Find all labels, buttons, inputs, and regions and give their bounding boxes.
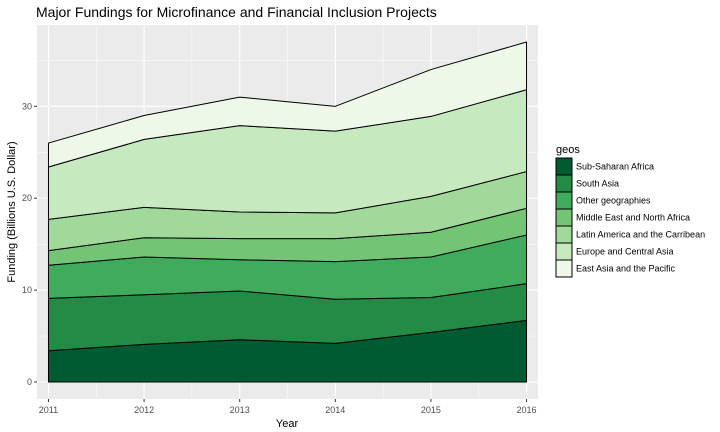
legend-key-2 (555, 191, 573, 210)
legend-key-5 (555, 242, 573, 261)
legend-label-1: South Asia (576, 179, 619, 189)
area-6 (47, 41, 528, 168)
legend-label-6: East Asia and the Pacific (576, 264, 676, 274)
legend: geos Sub-Saharan Africa South Asia Other g… (555, 144, 705, 278)
x-tick-label: 2013 (230, 405, 250, 415)
legend-key-0 (555, 157, 573, 176)
legend-label-4: Latin America and the Carribean (576, 230, 705, 240)
y-tick-label: 30 (22, 101, 32, 111)
x-tick-label: 2011 (39, 405, 58, 415)
legend-key-1 (555, 174, 573, 193)
y-axis-ticks: 0 10 20 30 (22, 101, 37, 387)
legend-title: geos (556, 144, 580, 156)
legend-label-0: Sub-Saharan Africa (576, 162, 654, 172)
legend-label-3: Middle East and North Africa (576, 213, 690, 223)
y-tick-label: 20 (22, 193, 32, 203)
x-tick-label: 2016 (517, 405, 537, 415)
y-tick-label: 0 (27, 377, 32, 387)
x-tick-label: 2014 (325, 405, 345, 415)
legend-label-5: Europe and Central Asia (576, 247, 674, 257)
legend-label-2: Other geographies (576, 196, 651, 206)
legend-key-3 (555, 208, 573, 227)
x-tick-label: 2012 (134, 405, 154, 415)
x-axis-title: Year (276, 418, 299, 430)
y-tick-label: 10 (22, 285, 32, 295)
x-axis-ticks: 2011 2012 2013 2014 2015 2016 (39, 399, 537, 415)
y-axis-title: Funding (Billions U.S. Dollar) (6, 141, 18, 282)
chart-title: Major Fundings for Microfinance and Fina… (36, 4, 437, 20)
legend-key-6 (555, 259, 573, 278)
x-tick-label: 2015 (421, 405, 441, 415)
stacked-areas (47, 41, 528, 383)
legend-key-4 (555, 225, 573, 244)
